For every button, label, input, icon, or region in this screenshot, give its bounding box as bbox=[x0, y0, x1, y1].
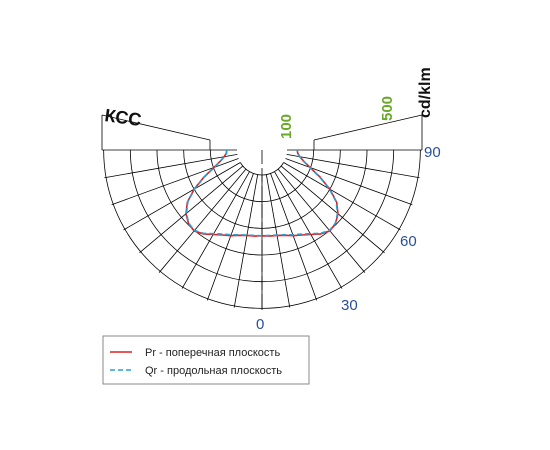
series-qr-line bbox=[185, 149, 339, 237]
polar-grid bbox=[101, 114, 423, 310]
grid-spoke bbox=[181, 171, 250, 289]
grid-spoke bbox=[277, 168, 366, 273]
chart-title: КСС bbox=[103, 105, 142, 130]
grid-spoke bbox=[206, 173, 254, 301]
grid-spoke bbox=[233, 174, 259, 308]
legend: Pr - поперечная плоскость Qr - продольна… bbox=[102, 335, 310, 385]
grid-spoke bbox=[265, 174, 291, 308]
grid-spoke bbox=[111, 158, 239, 206]
legend-box bbox=[102, 335, 310, 385]
grid-spoke bbox=[280, 165, 385, 254]
grid-spoke bbox=[139, 165, 244, 254]
grid-wing bbox=[313, 114, 423, 141]
legend-label-pr: Pr - поперечная плоскость bbox=[145, 347, 280, 359]
angle-tick-label: 60 bbox=[400, 233, 417, 250]
radial-tick-label: 100 bbox=[278, 114, 295, 139]
angle-tick-label: 30 bbox=[341, 297, 358, 314]
grid-spoke bbox=[286, 153, 420, 179]
angle-tick-label: 90 bbox=[424, 144, 441, 161]
grid-spoke bbox=[123, 162, 241, 231]
unit-label: cd/klm bbox=[417, 67, 434, 118]
grid-spoke bbox=[158, 168, 247, 273]
grid-spoke bbox=[104, 153, 238, 179]
grid-spoke bbox=[285, 158, 413, 206]
radial-tick-label: 500 bbox=[379, 96, 396, 121]
grid-wing bbox=[101, 114, 211, 141]
grid-spoke bbox=[270, 173, 318, 301]
grid-spoke bbox=[283, 162, 401, 231]
legend-label-qr: Qr - продольная плоскость bbox=[145, 365, 282, 377]
curves bbox=[185, 149, 339, 237]
angle-tick-label: 0 bbox=[256, 316, 264, 333]
grid-spoke bbox=[274, 171, 343, 289]
